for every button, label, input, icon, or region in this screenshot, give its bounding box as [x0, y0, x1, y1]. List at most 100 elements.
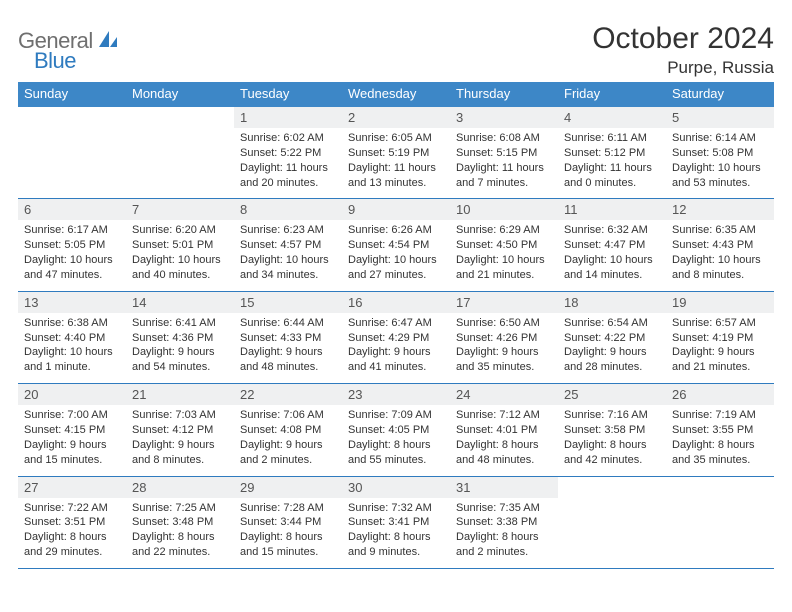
day-number-cell: 26 — [666, 384, 774, 406]
sunrise-text: Sunrise: 6:32 AM — [564, 223, 660, 238]
daylight-text-2: and 15 minutes. — [24, 453, 120, 468]
day-number-cell: 14 — [126, 291, 234, 313]
day-number-cell: 5 — [666, 107, 774, 129]
month-title: October 2024 — [592, 22, 774, 56]
day-data-cell: Sunrise: 7:03 AMSunset: 4:12 PMDaylight:… — [126, 405, 234, 476]
sunrise-text: Sunrise: 7:25 AM — [132, 501, 228, 516]
day-data-cell — [558, 498, 666, 569]
day-data-cell: Sunrise: 6:50 AMSunset: 4:26 PMDaylight:… — [450, 313, 558, 384]
title-block: October 2024 Purpe, Russia — [592, 22, 774, 78]
day-data-cell: Sunrise: 6:35 AMSunset: 4:43 PMDaylight:… — [666, 220, 774, 291]
day-number-cell: 11 — [558, 199, 666, 221]
sunset-text: Sunset: 5:05 PM — [24, 238, 120, 253]
daylight-text-2: and 42 minutes. — [564, 453, 660, 468]
day-number-cell: 19 — [666, 291, 774, 313]
day-data-cell: Sunrise: 7:19 AMSunset: 3:55 PMDaylight:… — [666, 405, 774, 476]
dayhead-monday: Monday — [126, 82, 234, 107]
day-number-cell: 23 — [342, 384, 450, 406]
sunrise-text: Sunrise: 6:41 AM — [132, 316, 228, 331]
location-label: Purpe, Russia — [592, 58, 774, 78]
day-data-cell: Sunrise: 6:05 AMSunset: 5:19 PMDaylight:… — [342, 128, 450, 199]
daylight-text-2: and 13 minutes. — [348, 176, 444, 191]
daylight-text-2: and 27 minutes. — [348, 268, 444, 283]
day-data-cell: Sunrise: 7:22 AMSunset: 3:51 PMDaylight:… — [18, 498, 126, 569]
sunrise-text: Sunrise: 7:35 AM — [456, 501, 552, 516]
sunset-text: Sunset: 3:48 PM — [132, 515, 228, 530]
day-number-cell: 9 — [342, 199, 450, 221]
sunset-text: Sunset: 4:47 PM — [564, 238, 660, 253]
day-data-cell: Sunrise: 6:47 AMSunset: 4:29 PMDaylight:… — [342, 313, 450, 384]
sunset-text: Sunset: 4:15 PM — [24, 423, 120, 438]
sunrise-text: Sunrise: 6:17 AM — [24, 223, 120, 238]
daylight-text-2: and 1 minute. — [24, 360, 120, 375]
daylight-text-1: Daylight: 11 hours — [456, 161, 552, 176]
day-data-cell — [18, 128, 126, 199]
daylight-text-2: and 15 minutes. — [240, 545, 336, 560]
day-data-cell: Sunrise: 6:20 AMSunset: 5:01 PMDaylight:… — [126, 220, 234, 291]
day-data-cell: Sunrise: 6:02 AMSunset: 5:22 PMDaylight:… — [234, 128, 342, 199]
daylight-text-2: and 41 minutes. — [348, 360, 444, 375]
daylight-text-1: Daylight: 8 hours — [456, 438, 552, 453]
sunrise-text: Sunrise: 7:32 AM — [348, 501, 444, 516]
day-data-cell: Sunrise: 6:14 AMSunset: 5:08 PMDaylight:… — [666, 128, 774, 199]
day-data-cell: Sunrise: 7:00 AMSunset: 4:15 PMDaylight:… — [18, 405, 126, 476]
day-number-cell: 7 — [126, 199, 234, 221]
daylight-text-1: Daylight: 8 hours — [456, 530, 552, 545]
sunrise-text: Sunrise: 7:03 AM — [132, 408, 228, 423]
sunrise-text: Sunrise: 6:14 AM — [672, 131, 768, 146]
sunset-text: Sunset: 5:01 PM — [132, 238, 228, 253]
daylight-text-1: Daylight: 9 hours — [24, 438, 120, 453]
daynum-row: 12345 — [18, 107, 774, 129]
week-row: Sunrise: 7:22 AMSunset: 3:51 PMDaylight:… — [18, 498, 774, 569]
day-number-cell — [18, 107, 126, 129]
daylight-text-2: and 21 minutes. — [672, 360, 768, 375]
sunrise-text: Sunrise: 7:00 AM — [24, 408, 120, 423]
daylight-text-1: Daylight: 9 hours — [348, 345, 444, 360]
sunrise-text: Sunrise: 7:16 AM — [564, 408, 660, 423]
sunset-text: Sunset: 4:40 PM — [24, 331, 120, 346]
day-number-cell — [666, 476, 774, 498]
daylight-text-1: Daylight: 10 hours — [240, 253, 336, 268]
sunset-text: Sunset: 4:05 PM — [348, 423, 444, 438]
sunrise-text: Sunrise: 7:12 AM — [456, 408, 552, 423]
sunset-text: Sunset: 4:29 PM — [348, 331, 444, 346]
day-number-cell: 25 — [558, 384, 666, 406]
daylight-text-2: and 47 minutes. — [24, 268, 120, 283]
sunrise-text: Sunrise: 6:11 AM — [564, 131, 660, 146]
daylight-text-1: Daylight: 9 hours — [132, 438, 228, 453]
daylight-text-2: and 48 minutes. — [456, 453, 552, 468]
day-number-cell: 8 — [234, 199, 342, 221]
sunset-text: Sunset: 4:43 PM — [672, 238, 768, 253]
dayhead-tuesday: Tuesday — [234, 82, 342, 107]
daylight-text-1: Daylight: 8 hours — [672, 438, 768, 453]
day-data-cell: Sunrise: 6:32 AMSunset: 4:47 PMDaylight:… — [558, 220, 666, 291]
daylight-text-1: Daylight: 10 hours — [132, 253, 228, 268]
brand-text-blue: Blue — [34, 48, 76, 73]
sunset-text: Sunset: 4:57 PM — [240, 238, 336, 253]
day-data-cell: Sunrise: 7:16 AMSunset: 3:58 PMDaylight:… — [558, 405, 666, 476]
sunset-text: Sunset: 4:50 PM — [456, 238, 552, 253]
daylight-text-1: Daylight: 8 hours — [132, 530, 228, 545]
daylight-text-1: Daylight: 8 hours — [348, 530, 444, 545]
day-data-cell: Sunrise: 6:57 AMSunset: 4:19 PMDaylight:… — [666, 313, 774, 384]
daylight-text-1: Daylight: 10 hours — [672, 161, 768, 176]
daylight-text-1: Daylight: 8 hours — [240, 530, 336, 545]
day-number-cell: 10 — [450, 199, 558, 221]
sunrise-text: Sunrise: 7:19 AM — [672, 408, 768, 423]
daylight-text-2: and 14 minutes. — [564, 268, 660, 283]
daylight-text-2: and 53 minutes. — [672, 176, 768, 191]
day-data-cell: Sunrise: 6:17 AMSunset: 5:05 PMDaylight:… — [18, 220, 126, 291]
daylight-text-1: Daylight: 9 hours — [672, 345, 768, 360]
daynum-row: 13141516171819 — [18, 291, 774, 313]
week-row: Sunrise: 6:02 AMSunset: 5:22 PMDaylight:… — [18, 128, 774, 199]
daylight-text-2: and 20 minutes. — [240, 176, 336, 191]
sunset-text: Sunset: 4:19 PM — [672, 331, 768, 346]
day-data-cell: Sunrise: 6:26 AMSunset: 4:54 PMDaylight:… — [342, 220, 450, 291]
day-data-cell: Sunrise: 6:11 AMSunset: 5:12 PMDaylight:… — [558, 128, 666, 199]
sunset-text: Sunset: 4:26 PM — [456, 331, 552, 346]
daylight-text-2: and 9 minutes. — [348, 545, 444, 560]
daylight-text-2: and 29 minutes. — [24, 545, 120, 560]
day-number-cell: 18 — [558, 291, 666, 313]
day-data-cell: Sunrise: 7:09 AMSunset: 4:05 PMDaylight:… — [342, 405, 450, 476]
sunset-text: Sunset: 3:51 PM — [24, 515, 120, 530]
